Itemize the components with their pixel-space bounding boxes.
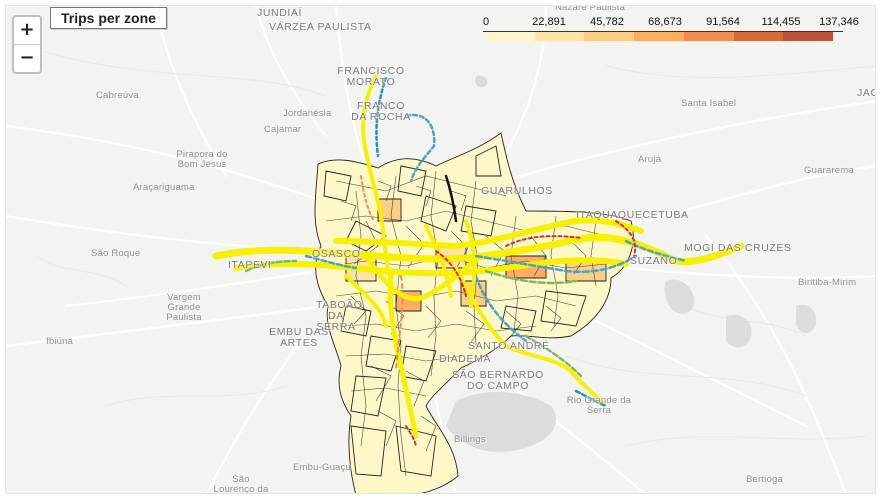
legend-color-swatch	[634, 32, 684, 41]
place-label: SUZANO	[630, 255, 678, 267]
trip-line	[474, 274, 528, 343]
place-label: Santa Isabel	[681, 98, 737, 109]
place-label: Embu-Guaçu	[293, 462, 351, 473]
place-label: Biritiba-Mirim	[798, 277, 857, 288]
zoom-out-button[interactable]: −	[19, 47, 35, 68]
legend-color-swatch	[534, 32, 585, 41]
trip-line	[363, 253, 479, 302]
trip-line	[361, 74, 390, 273]
place-label: Pirapora do Bom Jesus	[176, 149, 228, 170]
place-label: São Roque	[91, 248, 141, 259]
trip-line	[424, 224, 453, 298]
place-label: TABOÃO DA SERRA	[316, 299, 363, 333]
place-label: DIADEMA	[439, 353, 492, 365]
trip-line	[615, 220, 636, 257]
trip-line	[375, 76, 388, 158]
legend-color-swatch	[485, 32, 535, 41]
legend-tick-label: 22,891	[532, 16, 566, 28]
legend-tick-label: 45,782	[590, 16, 624, 28]
place-label: FRANCISCO MORATO	[337, 65, 405, 88]
place-label: Cajamar	[264, 124, 302, 135]
color-legend: 0 22,891 45,782 68,673 91,564 114,455 137,346	[483, 16, 859, 46]
trip-line	[454, 266, 606, 406]
trip-line	[233, 257, 629, 277]
legend-color-swatch	[733, 32, 784, 41]
place-label: GUARULHOS	[481, 185, 553, 197]
place-label: MOGI DAS CRUZES	[684, 242, 792, 254]
place-label: OSASCO	[312, 248, 361, 260]
zoom-control: + −	[12, 15, 42, 74]
trip-line	[524, 334, 583, 378]
map-title: Trips per zone	[50, 7, 167, 29]
trip-lines	[212, 74, 745, 447]
legend-tick-label: 137,346	[819, 16, 859, 28]
map-canvas[interactable]: JUNDIAÍ VÁRZEA PAULISTA FRANCISCO MORATO…	[5, 5, 876, 494]
trip-line	[344, 274, 388, 328]
place-label: JUNDIAÍ	[257, 7, 303, 19]
legend-tick-label: 0	[483, 16, 490, 28]
legend-color-swatch	[584, 32, 635, 41]
trip-line	[405, 425, 417, 447]
trip-line	[360, 175, 375, 222]
trip-line	[395, 275, 404, 372]
trip-line	[505, 235, 582, 247]
legend-tick-label: 114,455	[761, 16, 801, 28]
place-label: Ibiúna	[46, 336, 74, 347]
place-label: ITAPEVI	[228, 259, 272, 271]
legend-axis	[483, 31, 843, 32]
place-label: JAC	[857, 87, 875, 99]
place-label: Vargem Grande Paulista	[166, 292, 202, 323]
trip-line	[387, 268, 419, 439]
trip-line	[304, 254, 358, 270]
place-label: EMBU DAS ARTES	[269, 326, 329, 349]
legend-tick-label: 91,564	[706, 16, 740, 28]
legend-color-swatch	[783, 32, 833, 41]
place-label: Billings	[454, 434, 486, 445]
place-label: ITAQUAQUECETUBA	[576, 209, 689, 221]
place-label: Nazaré Paulista	[555, 5, 626, 13]
trip-line	[624, 239, 688, 263]
place-label: São Lourenço da Serra	[213, 474, 269, 494]
trip-line	[464, 219, 477, 308]
trip-line	[212, 233, 745, 266]
legend-color-swatch	[683, 32, 734, 41]
trip-line	[474, 254, 638, 273]
place-label: SANTO ANDRÉ	[468, 340, 550, 352]
place-label: VÁRZEA PAULISTA	[269, 21, 372, 33]
zoom-in-button[interactable]: +	[14, 17, 40, 45]
place-label: Arujá	[638, 154, 662, 165]
place-label: Cabreúva	[96, 90, 139, 101]
place-label: Guararema	[804, 165, 854, 176]
legend-color-bar	[485, 32, 833, 41]
place-label: Araçariguama	[133, 182, 195, 193]
place-label: SÃO BERNARDO DO CAMPO	[452, 369, 544, 392]
trip-line	[404, 113, 436, 183]
basemap	[6, 6, 875, 493]
place-label: FRANCO DA ROCHA	[351, 100, 411, 123]
place-label: Jordanésia	[283, 108, 332, 119]
legend-tick-label: 68,673	[648, 16, 682, 28]
trip-line	[435, 250, 467, 297]
trip-line	[444, 174, 458, 223]
trip-line	[574, 389, 608, 408]
trip-line	[244, 259, 298, 273]
trip-line	[333, 217, 644, 250]
place-label: Bertioga	[746, 474, 783, 485]
place-label: Rio Grande da Serra	[566, 395, 632, 416]
trip-line	[484, 269, 578, 285]
